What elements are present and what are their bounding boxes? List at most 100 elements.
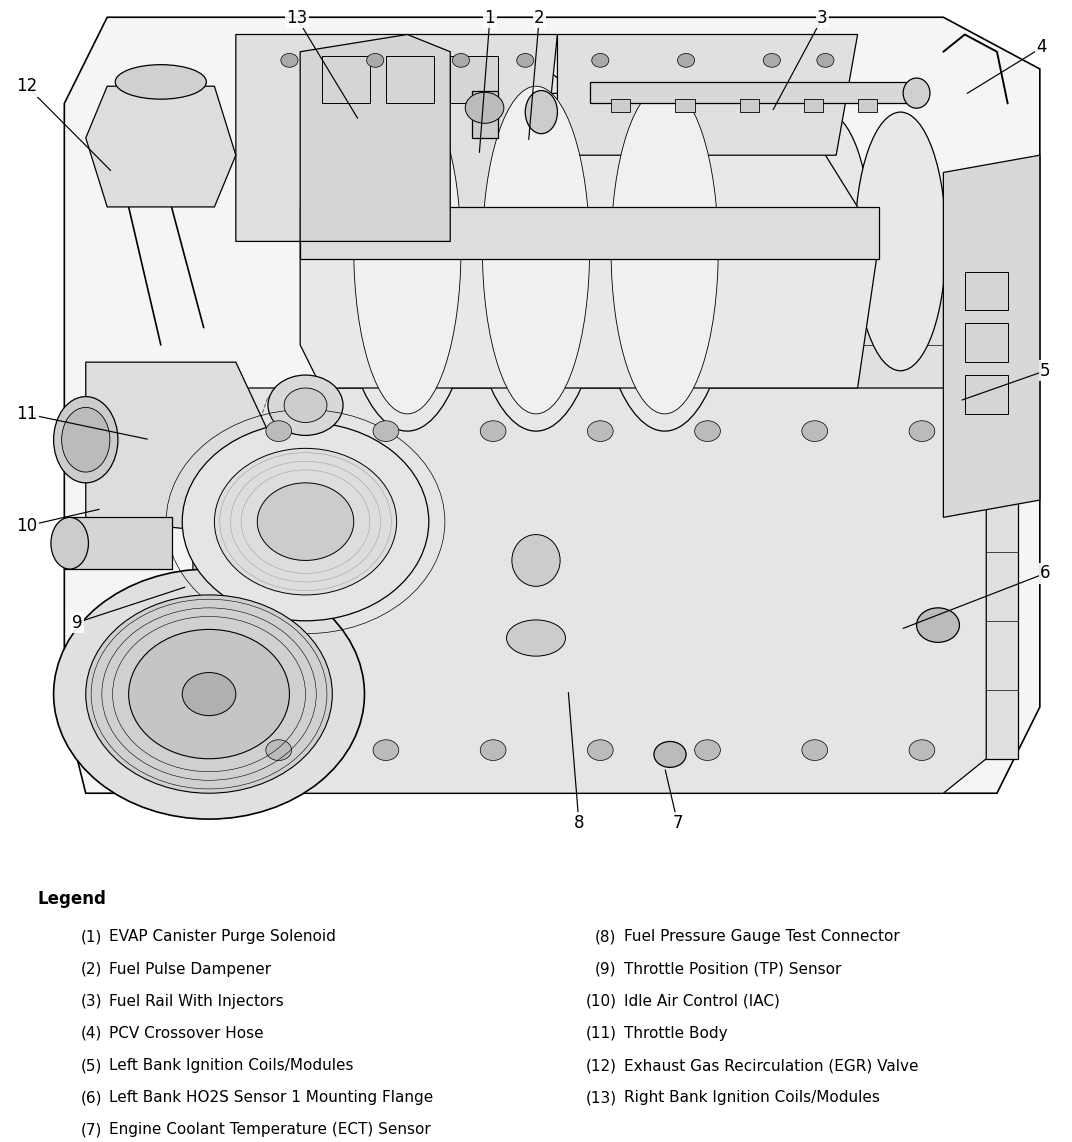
Ellipse shape: [512, 534, 560, 586]
Ellipse shape: [611, 87, 718, 413]
Ellipse shape: [903, 78, 929, 108]
Text: 10: 10: [16, 517, 38, 534]
Text: 12: 12: [16, 78, 38, 95]
Ellipse shape: [115, 65, 206, 99]
Text: EVAP Canister Purge Solenoid: EVAP Canister Purge Solenoid: [109, 930, 337, 944]
Ellipse shape: [466, 69, 606, 432]
Text: Throttle Body: Throttle Body: [624, 1026, 728, 1040]
Circle shape: [54, 569, 364, 819]
Circle shape: [452, 54, 470, 67]
Circle shape: [802, 740, 828, 761]
Circle shape: [284, 388, 327, 423]
Text: (8): (8): [595, 930, 616, 944]
Circle shape: [367, 54, 384, 67]
Text: 3: 3: [817, 9, 828, 27]
Circle shape: [678, 54, 695, 67]
Polygon shape: [557, 34, 858, 155]
Text: (10): (10): [585, 994, 616, 1008]
Polygon shape: [300, 87, 879, 388]
Text: Legend: Legend: [38, 891, 106, 908]
Circle shape: [373, 740, 399, 761]
Polygon shape: [193, 388, 986, 794]
Text: (6): (6): [80, 1091, 102, 1105]
Text: (5): (5): [80, 1057, 102, 1073]
Text: Throttle Position (TP) Sensor: Throttle Position (TP) Sensor: [624, 962, 842, 976]
Ellipse shape: [51, 517, 88, 569]
Ellipse shape: [62, 408, 109, 472]
Bar: [740, 99, 759, 112]
Text: Left Bank HO2S Sensor 1 Mounting Flange: Left Bank HO2S Sensor 1 Mounting Flange: [109, 1091, 433, 1105]
Circle shape: [129, 629, 289, 758]
Bar: [590, 82, 911, 104]
Circle shape: [268, 375, 343, 435]
Text: (4): (4): [80, 1026, 102, 1040]
Circle shape: [266, 740, 292, 761]
Ellipse shape: [525, 90, 557, 134]
Polygon shape: [86, 362, 268, 534]
Circle shape: [86, 595, 332, 794]
Circle shape: [909, 740, 935, 761]
Circle shape: [587, 420, 613, 442]
Polygon shape: [300, 207, 879, 259]
Text: (9): (9): [595, 962, 616, 976]
Circle shape: [182, 423, 429, 621]
Circle shape: [587, 740, 613, 761]
Circle shape: [517, 54, 534, 67]
Circle shape: [695, 740, 720, 761]
Ellipse shape: [482, 87, 590, 413]
Ellipse shape: [506, 620, 566, 657]
Bar: [472, 90, 498, 138]
Circle shape: [592, 54, 609, 67]
Circle shape: [257, 483, 354, 561]
Text: Fuel Pressure Gauge Test Connector: Fuel Pressure Gauge Test Connector: [624, 930, 899, 944]
Text: 13: 13: [286, 9, 308, 27]
Bar: [804, 99, 823, 112]
Text: Idle Air Control (IAC): Idle Air Control (IAC): [624, 994, 779, 1008]
Text: (13): (13): [585, 1091, 616, 1105]
Circle shape: [373, 420, 399, 442]
Bar: [965, 323, 1008, 362]
Ellipse shape: [595, 69, 734, 432]
Circle shape: [802, 420, 828, 442]
Text: 7: 7: [672, 813, 683, 831]
Text: Right Bank Ignition Coils/Modules: Right Bank Ignition Coils/Modules: [624, 1091, 880, 1105]
Text: Engine Coolant Temperature (ECT) Sensor: Engine Coolant Temperature (ECT) Sensor: [109, 1123, 431, 1137]
Text: Left Bank Ignition Coils/Modules: Left Bank Ignition Coils/Modules: [109, 1057, 354, 1073]
Bar: [611, 99, 630, 112]
Text: (2): (2): [80, 962, 102, 976]
Circle shape: [654, 741, 686, 767]
Bar: [322, 56, 370, 104]
Circle shape: [182, 673, 236, 716]
Circle shape: [465, 93, 504, 123]
Polygon shape: [943, 155, 1040, 517]
Bar: [858, 99, 877, 112]
Text: Fuel Rail With Injectors: Fuel Rail With Injectors: [109, 994, 284, 1008]
Circle shape: [817, 54, 834, 67]
Ellipse shape: [338, 69, 477, 432]
Polygon shape: [86, 87, 236, 207]
Ellipse shape: [694, 112, 785, 371]
Circle shape: [909, 420, 935, 442]
Circle shape: [480, 420, 506, 442]
Circle shape: [214, 449, 397, 595]
Text: 11: 11: [16, 405, 38, 423]
Polygon shape: [64, 17, 1040, 794]
Polygon shape: [300, 34, 450, 241]
Text: PCV Crossover Hose: PCV Crossover Hose: [109, 1026, 264, 1040]
Text: Exhaust Gas Recirculation (EGR) Valve: Exhaust Gas Recirculation (EGR) Valve: [624, 1057, 919, 1073]
Text: 8: 8: [574, 813, 584, 831]
Bar: [64, 517, 172, 569]
Circle shape: [917, 608, 959, 642]
Polygon shape: [236, 34, 557, 241]
Text: (7): (7): [80, 1123, 102, 1137]
Ellipse shape: [855, 112, 946, 371]
Bar: [450, 56, 498, 104]
Text: 9: 9: [72, 613, 83, 632]
Text: 2: 2: [534, 9, 545, 27]
Text: 5: 5: [1040, 362, 1051, 380]
Text: 1: 1: [485, 9, 495, 27]
Circle shape: [281, 54, 298, 67]
Polygon shape: [772, 190, 1018, 758]
Ellipse shape: [354, 87, 461, 413]
Circle shape: [763, 54, 780, 67]
